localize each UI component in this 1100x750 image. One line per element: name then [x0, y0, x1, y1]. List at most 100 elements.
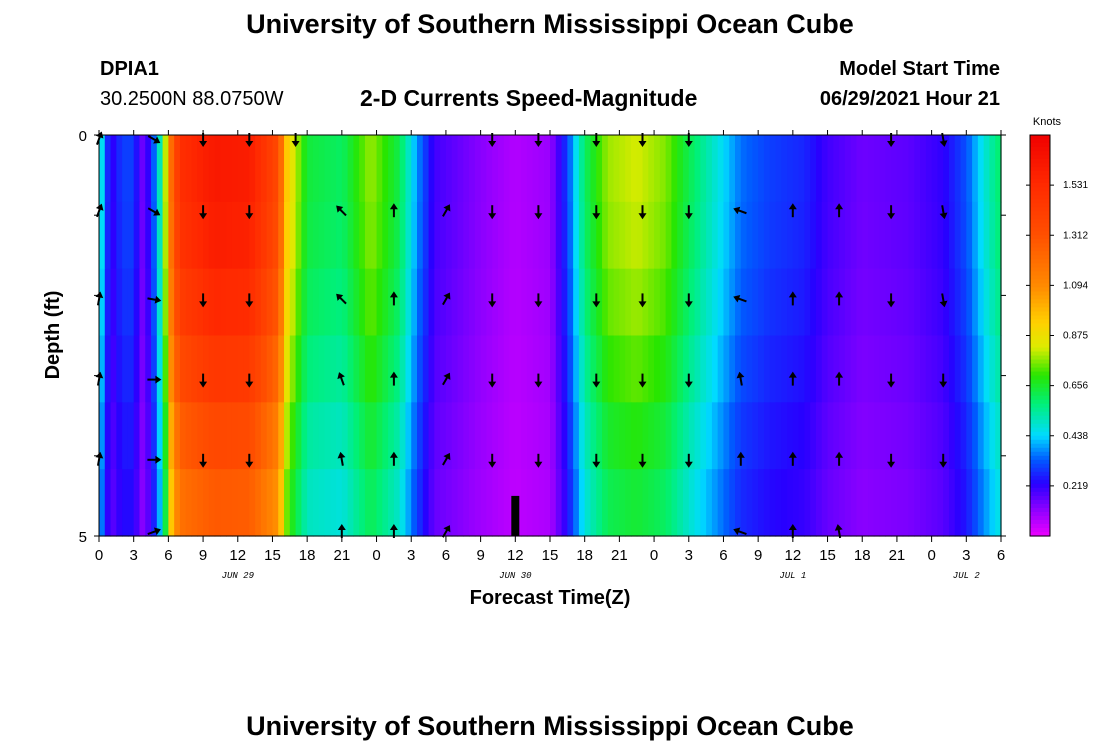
- heatmap-cell: [249, 335, 256, 403]
- heatmap-cell: [417, 135, 424, 203]
- colorbar-segment: [1030, 179, 1050, 184]
- heatmap-cell: [231, 335, 239, 403]
- heatmap-cell: [827, 201, 834, 270]
- date-label: JUL 2: [953, 571, 981, 581]
- colorbar-segment: [1030, 511, 1050, 517]
- heatmap-cell: [515, 402, 522, 470]
- heatmap-cell: [602, 335, 609, 403]
- heatmap-cell: [642, 135, 649, 203]
- heatmap-cell: [769, 335, 777, 403]
- heatmap-cell: [862, 335, 869, 403]
- heatmap-cell: [231, 135, 239, 203]
- colorbar-segment: [1030, 299, 1050, 305]
- heatmap-cell: [272, 335, 279, 403]
- heatmap-cell: [376, 135, 383, 203]
- heatmap-cell: [526, 402, 534, 470]
- current-arrow: [389, 451, 398, 466]
- colorbar-segment: [1030, 411, 1050, 417]
- heatmap-cell: [735, 268, 742, 337]
- heatmap-cell: [671, 335, 678, 403]
- heatmap-cell: [966, 469, 973, 537]
- current-arrow: [245, 205, 254, 220]
- heatmap-cell: [289, 469, 297, 537]
- heatmap-cell: [382, 469, 389, 537]
- colorbar-segment: [1030, 483, 1050, 489]
- heatmap-cell: [255, 135, 262, 203]
- heatmap-cell: [99, 402, 106, 470]
- heatmap-cell: [758, 469, 765, 537]
- heatmap-cell: [179, 135, 187, 203]
- heatmap-cell: [353, 201, 360, 270]
- heatmap-cell: [688, 335, 696, 403]
- heatmap-cell: [804, 201, 811, 270]
- heatmap-cell: [550, 402, 557, 470]
- heatmap-cell: [602, 201, 609, 270]
- heatmap-cell: [272, 469, 279, 537]
- heatmap-cell: [197, 335, 204, 403]
- colorbar-segment: [1030, 291, 1050, 296]
- heatmap-cell: [185, 201, 193, 270]
- y-axis-ticks: 05: [79, 128, 1006, 546]
- heatmap-cell: [544, 469, 551, 537]
- heatmap-cell: [463, 402, 470, 470]
- heatmap-cell: [746, 402, 753, 470]
- heatmap-cell: [243, 469, 250, 537]
- colorbar-tick-label: 0.875: [1063, 331, 1088, 342]
- heatmap-cell: [995, 268, 1002, 337]
- x-tick-label: 0: [927, 547, 935, 564]
- heatmap-cell: [191, 469, 198, 537]
- heatmap-cell: [781, 201, 788, 270]
- colorbar-segment: [1030, 231, 1050, 236]
- heatmap-cell: [486, 135, 493, 203]
- heatmap-cell: [226, 335, 233, 403]
- heatmap-cell: [231, 268, 239, 337]
- heatmap-cell: [214, 201, 222, 270]
- heatmap-cell: [497, 201, 505, 270]
- heatmap-cell: [879, 469, 886, 537]
- heatmap-cell: [428, 268, 435, 337]
- heatmap-cell: [630, 402, 638, 470]
- heatmap-cell: [197, 402, 204, 470]
- heatmap-cell: [763, 201, 771, 270]
- colorbar-segment: [1030, 171, 1050, 176]
- heatmap-cell: [179, 201, 187, 270]
- heatmap-cell: [411, 335, 418, 403]
- heatmap-cell: [688, 201, 696, 270]
- heatmap-cell: [873, 335, 881, 403]
- current-arrow: [245, 453, 254, 468]
- colorbar-segment: [1030, 275, 1050, 280]
- heatmap-cell: [260, 268, 268, 337]
- heatmap-cell: [607, 335, 615, 403]
- heatmap-cell: [110, 268, 117, 337]
- heatmap-cell: [162, 469, 169, 537]
- heatmap-cell: [642, 402, 649, 470]
- heatmap-cell: [521, 335, 528, 403]
- current-arrow: [736, 371, 745, 386]
- heatmap-cell: [671, 469, 678, 537]
- heatmap-cell: [330, 201, 337, 270]
- heatmap-cell: [948, 135, 956, 203]
- heatmap-cell: [278, 201, 285, 270]
- colorbar-segment: [1030, 263, 1050, 268]
- heatmap-cell: [428, 469, 435, 537]
- heatmap-cell: [162, 335, 169, 403]
- heatmap-cell: [145, 268, 152, 337]
- heatmap-cell: [798, 335, 806, 403]
- colorbar-segment: [1030, 247, 1050, 252]
- colorbar-segment: [1030, 227, 1050, 232]
- heatmap-cell: [99, 335, 106, 403]
- colorbar-segment: [1030, 347, 1050, 353]
- heatmap-cell: [266, 201, 274, 270]
- heatmap-cell: [735, 469, 742, 537]
- heatmap-cell: [388, 201, 395, 270]
- heatmap-cell: [625, 201, 632, 270]
- heatmap-cell: [405, 135, 412, 203]
- heatmap-cell: [977, 201, 985, 270]
- x-tick-label: 15: [819, 547, 836, 564]
- heatmap-cell: [151, 402, 158, 470]
- heatmap-cell: [463, 469, 470, 537]
- heatmap-cell: [885, 402, 892, 470]
- heatmap-cell: [532, 201, 540, 270]
- colorbar-segment: [1030, 195, 1050, 200]
- heatmap-cell: [162, 268, 169, 337]
